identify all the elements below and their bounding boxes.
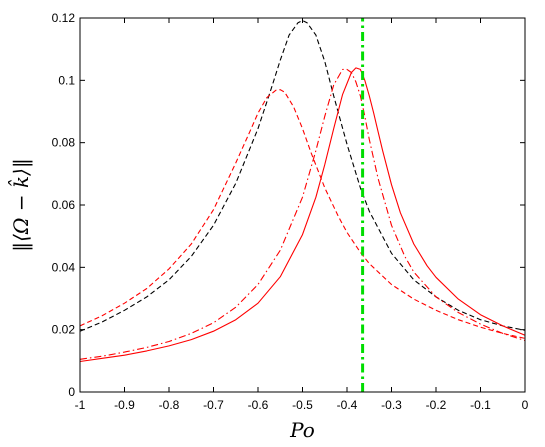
plot-frame (79, 17, 526, 393)
x-tick-label: -0.9 (114, 398, 135, 412)
x-tick-label: -0.5 (292, 398, 313, 412)
y-tick-label: 0.1 (58, 73, 75, 87)
series-line-1 (79, 19, 526, 332)
y-tick-label: 0.06 (52, 198, 76, 212)
x-tick-label: -0.6 (248, 398, 269, 412)
x-tick-label: -0.4 (337, 398, 358, 412)
x-tick-label: -0.8 (159, 398, 180, 412)
y-tick-label: 0.08 (52, 136, 76, 150)
y-tick-label: 0.02 (52, 323, 76, 337)
x-tick-label: -1 (75, 398, 86, 412)
y-axis-label: ‖⟨Ω − k̂⟩‖ (7, 158, 34, 252)
ticks: -1 -0.9 -0.8 -0.7 -0.6 -0.5 -0.4 -0.3 -0.2 -0.1 0 0… (52, 11, 529, 412)
series-line-3 (79, 68, 526, 360)
x-tick-label: -0.1 (470, 398, 491, 412)
x-tick-label: -0.3 (381, 398, 402, 412)
x-axis-label: Po (289, 418, 315, 442)
x-tick-label: -0.7 (203, 398, 224, 412)
y-tick-label: 0.12 (52, 11, 76, 25)
y-tick-label: 0.04 (52, 260, 76, 274)
y-tick-label: 0 (68, 385, 75, 399)
plot-lines (79, 18, 526, 392)
x-tick-label: 0 (522, 398, 529, 412)
x-tick-label: -0.2 (426, 398, 447, 412)
series-line-4 (79, 67, 526, 363)
series-line-2 (79, 89, 526, 339)
